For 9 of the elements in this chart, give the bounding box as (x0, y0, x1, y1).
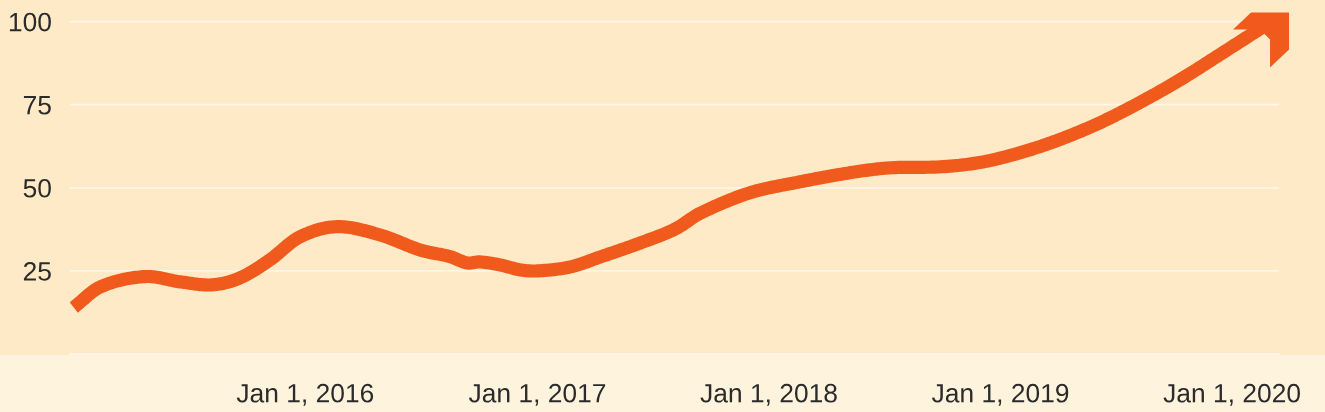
y-tick-label: 75 (23, 96, 51, 115)
x-tick-label: Jan 1, 2020 (1163, 383, 1300, 406)
x-tick-label: Jan 1, 2017 (468, 383, 606, 406)
x-tick-label: Jan 1, 2016 (236, 383, 374, 406)
y-tick-label: 100 (9, 12, 51, 32)
x-tick-label: Jan 1, 2018 (700, 383, 837, 406)
y-tick-label: 50 (23, 178, 51, 198)
x-tick-label: Jan 1, 2019 (931, 383, 1069, 406)
y-tick-label: 25 (23, 262, 51, 281)
